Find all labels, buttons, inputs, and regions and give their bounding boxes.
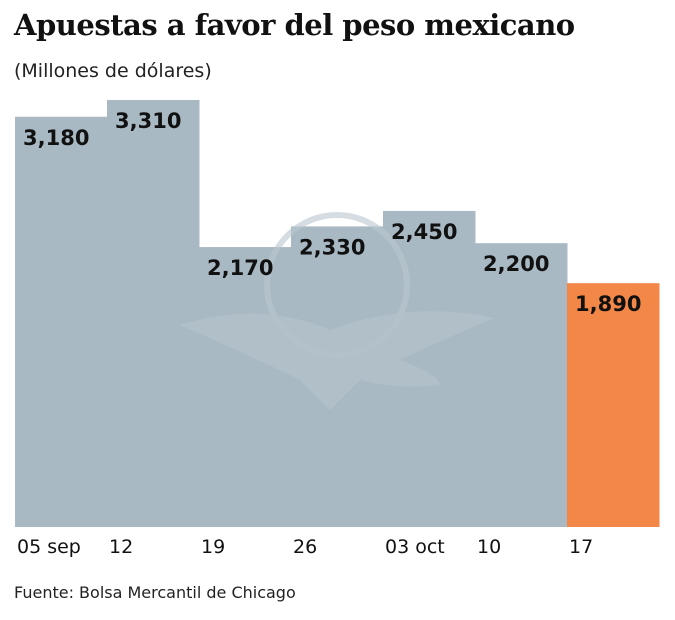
- chart-subtitle: (Millones de dólares): [14, 60, 212, 82]
- value-label: 3,310: [115, 109, 181, 133]
- value-label: 2,170: [207, 256, 273, 280]
- x-tick-label: 05 sep: [17, 536, 81, 558]
- value-label: 2,450: [391, 220, 457, 244]
- x-tick-label: 19: [201, 536, 225, 558]
- bar: [15, 116, 108, 528]
- value-label: 2,200: [483, 252, 549, 276]
- x-tick-label: 26: [293, 536, 317, 558]
- x-tick-label: 12: [109, 536, 133, 558]
- chart-source: Fuente: Bolsa Mercantil de Chicago: [14, 583, 296, 602]
- watermark-eagle-icon: [180, 311, 495, 410]
- value-label: 1,890: [575, 292, 641, 316]
- x-tick-label: 17: [569, 536, 593, 558]
- x-tick-label: 10: [477, 536, 501, 558]
- bar: [567, 283, 660, 527]
- value-label: 2,330: [299, 235, 365, 259]
- bar-chart: 3,180 05 sep 3,310 12 2,170 19 2,330 26 2,450 03 …: [15, 100, 660, 558]
- bar: [107, 100, 200, 527]
- bar: [475, 243, 568, 527]
- value-label: 3,180: [23, 126, 89, 150]
- x-tick-label: 03 oct: [385, 536, 445, 558]
- bar: [199, 247, 292, 527]
- chart-title: Apuestas a favor del peso mexicano: [14, 8, 575, 42]
